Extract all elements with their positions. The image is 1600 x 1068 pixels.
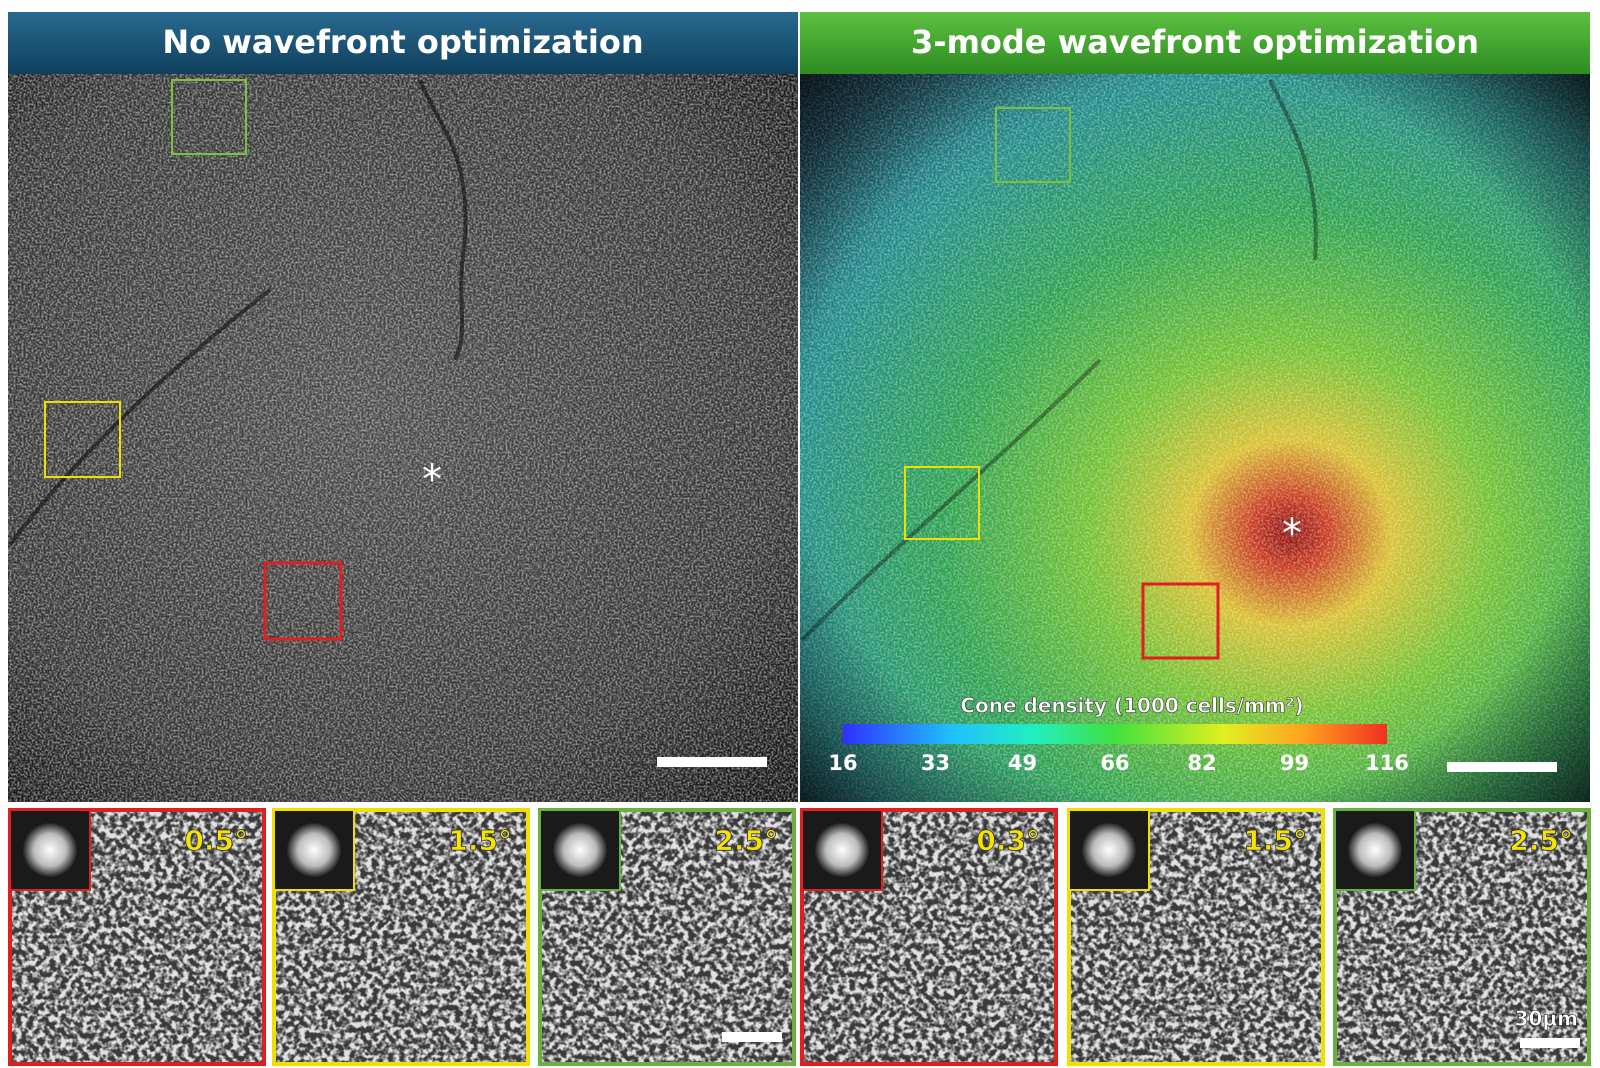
fft-blob xyxy=(287,823,341,877)
header xyxy=(800,12,1590,74)
colorbar-tick-label: 16 xyxy=(828,751,857,775)
vessel xyxy=(800,79,1318,642)
asterisk: * xyxy=(422,457,442,503)
scale-label: 30μm xyxy=(1515,1007,1578,1031)
inset-border xyxy=(538,808,796,1066)
fft-blob xyxy=(23,823,77,877)
panel-title: 3-mode wavefront optimization xyxy=(911,23,1479,61)
vessel xyxy=(8,79,468,547)
colorbar-tick-label: 99 xyxy=(1280,751,1309,775)
colorbar-tick-label: 49 xyxy=(1008,751,1037,775)
header xyxy=(8,12,798,74)
panel-title: No wavefront optimization xyxy=(162,23,643,61)
inset-border xyxy=(8,808,266,1066)
colorbar-tick-label: 33 xyxy=(921,751,950,775)
inset-label: 2.5° xyxy=(714,824,778,857)
colorbar-tick-label: 82 xyxy=(1187,751,1216,775)
colorbar-tick-label: 116 xyxy=(1365,751,1409,775)
colorbar-label: Cone density (1000 cells/mm²) xyxy=(960,694,1303,718)
scale-bar xyxy=(1520,1038,1580,1048)
colorbar-ticks: 16 33 49 66 82 99 116 xyxy=(828,751,1409,775)
inset-label: 2.5° xyxy=(1509,824,1573,857)
inset-label: 1.5° xyxy=(448,824,512,857)
inset-border xyxy=(272,808,530,1066)
fft-blob xyxy=(553,823,607,877)
inset-border xyxy=(1067,808,1325,1066)
inset-label: 0.3° xyxy=(976,824,1040,857)
roi-box xyxy=(904,466,980,540)
colorbar-tick-label: 66 xyxy=(1100,751,1129,775)
inset-border xyxy=(800,808,1058,1066)
roi-box xyxy=(44,401,121,478)
colorbar xyxy=(843,724,1387,744)
texture xyxy=(8,74,798,802)
roi-box xyxy=(263,561,343,641)
roi-box xyxy=(1141,582,1220,660)
insets: 0.5° 1.5° 2.5° 0.3° 1.5° 2.5° 30μm xyxy=(8,808,1591,1066)
scale-bar xyxy=(657,757,767,767)
fft-blob xyxy=(1082,823,1136,877)
roi-box xyxy=(995,107,1071,183)
vignette xyxy=(800,74,1590,802)
asterisk: * xyxy=(1282,511,1302,557)
fft-blob xyxy=(815,823,869,877)
inset-label: 0.5° xyxy=(184,824,248,857)
inset-border xyxy=(1333,808,1591,1066)
fft-blob xyxy=(1348,823,1402,877)
scale-bar xyxy=(1447,762,1557,772)
inset-label: 1.5° xyxy=(1243,824,1307,857)
scale-bar xyxy=(722,1032,782,1042)
roi-box xyxy=(171,79,247,155)
